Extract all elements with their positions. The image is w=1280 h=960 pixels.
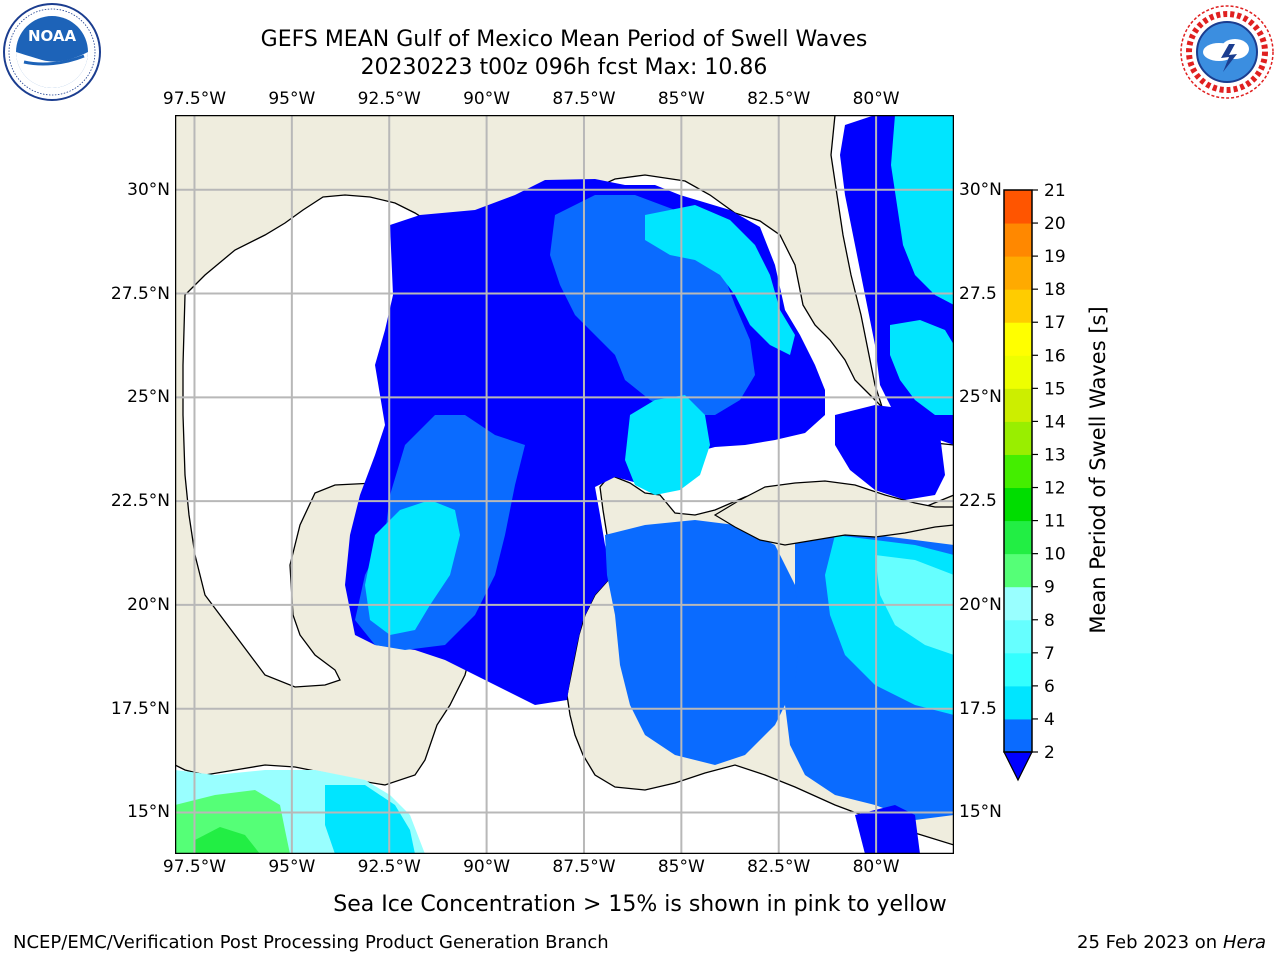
colorbar-tick-label: 11: [1044, 512, 1066, 532]
lon-tick-label-top: 97.5°W: [162, 89, 227, 109]
colorbar-band: [1004, 388, 1032, 422]
lon-tick-label-bottom: 92.5°W: [357, 857, 421, 877]
colorbar-band: [1004, 685, 1032, 720]
colorbar-band: [1004, 520, 1032, 555]
lat-tick-label-left: 15°N: [127, 802, 170, 823]
lon-tick-label-bottom: 85°W: [657, 857, 705, 877]
swell-contour-region: [605, 520, 800, 765]
swell-contour-region: [891, 115, 954, 305]
sea-ice-caption: Sea Ice Concentration > 15% is shown in …: [333, 892, 947, 917]
lat-tick-label-right: 25°N: [959, 387, 1002, 408]
lat-tick-label-left: 27.5°N: [110, 283, 170, 304]
lat-tick-label-right: 27.5: [959, 283, 997, 304]
lon-tick-label-top: 90°W: [463, 89, 511, 109]
footer-date: 25 Feb 2023 on Hera: [1077, 932, 1266, 954]
lat-tick-label-left: 22.5°N: [110, 491, 170, 512]
lat-tick-label-left: 20°N: [127, 594, 170, 615]
lon-tick-label-top: 92.5°W: [357, 89, 421, 109]
swell-period-map: [175, 115, 954, 854]
colorbar-band: [1004, 487, 1032, 522]
colorbar-tick-label: 8: [1044, 611, 1055, 631]
nws-logo: [1179, 4, 1275, 100]
colorbar-band: [1004, 619, 1032, 654]
noaa-logo: NOAA: [3, 3, 101, 101]
colorbar-tick-label: 20: [1044, 214, 1066, 234]
colorbar-band: [1004, 586, 1032, 621]
colorbar-band: [1004, 454, 1032, 489]
lon-tick-label-top: 87.5°W: [552, 89, 616, 109]
colorbar-band: [1004, 223, 1032, 257]
colorbar-tick-label: 13: [1044, 445, 1066, 465]
colorbar-band: [1004, 190, 1032, 224]
swell-contour-region: [645, 205, 795, 355]
colorbar-tick-label: 19: [1044, 247, 1066, 267]
lon-tick-label-bottom: 82.5°W: [747, 857, 811, 877]
colorbar-extend-arrow: [1003, 751, 1033, 782]
colorbar-band: [1004, 553, 1032, 588]
lat-tick-label-left: 17.5°N: [110, 698, 170, 719]
swell-contour-region: [855, 805, 920, 854]
lon-tick-label-top: 80°W: [852, 89, 900, 109]
colorbar-tick-label: 7: [1044, 644, 1055, 664]
colorbar-tick-label: 6: [1044, 677, 1055, 697]
swell-contour-region: [325, 785, 415, 854]
swell-period-field: [175, 115, 954, 854]
map-subtitle: 20230223 t00z 096h fcst Max: 10.86: [360, 55, 768, 80]
cuba-island: [713, 480, 954, 546]
colorbar-label: Mean Period of Swell Waves [s]: [1086, 306, 1110, 634]
lat-tick-label-right: 20°N: [959, 594, 1002, 615]
graticule: [175, 115, 954, 854]
colorbar-tick-label: 17: [1044, 313, 1066, 333]
lat-tick-label-left: 25°N: [127, 387, 170, 408]
colorbar-band: [1004, 652, 1032, 687]
colorbar-tick-label: 18: [1044, 280, 1066, 300]
lat-tick-label-right: 22.5: [959, 491, 997, 512]
swell-contour-region: [625, 395, 710, 495]
colorbar-tick-label: 12: [1044, 479, 1066, 499]
colorbar-tick-label: 4: [1044, 710, 1055, 730]
colorbar-tick-label: 10: [1044, 545, 1066, 565]
footer-date-text: 25 Feb 2023 on: [1077, 932, 1218, 953]
noaa-logo-text: NOAA: [28, 27, 77, 45]
map-title: GEFS MEAN Gulf of Mexico Mean Period of …: [260, 27, 868, 52]
colorbar-band: [1004, 421, 1032, 455]
swell-contour-region: [195, 827, 260, 854]
lat-tick-label-left: 30°N: [127, 179, 170, 200]
lon-tick-label-bottom: 97.5°W: [162, 857, 227, 877]
colorbar-tick-label: 14: [1044, 412, 1066, 432]
lon-tick-label-top: 85°W: [657, 89, 705, 109]
map-frame: [175, 115, 954, 854]
footer-credit: NCEP/EMC/Verification Post Processing Pr…: [13, 932, 609, 953]
colorbar-tick-label: 15: [1044, 379, 1066, 399]
swell-contour-region: [835, 405, 945, 500]
colorbar-band: [1004, 256, 1032, 290]
colorbar-tick-label: 2: [1044, 743, 1055, 763]
colorbar-band: [1004, 322, 1032, 356]
lon-tick-label-bottom: 90°W: [463, 857, 511, 877]
colorbar-band: [1004, 289, 1032, 323]
lat-tick-label-right: 15°N: [959, 802, 1002, 823]
lat-tick-label-right: 17.5: [959, 698, 997, 719]
swell-contour-region: [890, 320, 954, 415]
colorbar-band: [1004, 355, 1032, 389]
colorbar-tick-label: 21: [1044, 181, 1066, 201]
lon-tick-label-bottom: 95°W: [268, 857, 316, 877]
colorbar-band: [1004, 718, 1032, 753]
lon-tick-label-bottom: 87.5°W: [552, 857, 616, 877]
footer-host: Hera: [1222, 932, 1266, 953]
colorbar-frame: [1003, 189, 1033, 753]
colorbar: 2 4 6 7 8 9 10 11 12 13 14 15 16 17 18 19 20 21: [1003, 181, 1066, 782]
lon-tick-label-top: 95°W: [268, 89, 316, 109]
colorbar-tick-label: 9: [1044, 578, 1055, 598]
colorbar-tick-label: 16: [1044, 346, 1066, 366]
lon-tick-label-bottom: 80°W: [852, 857, 900, 877]
lat-tick-label-right: 30°N: [959, 179, 1002, 200]
lon-tick-label-top: 82.5°W: [747, 89, 811, 109]
